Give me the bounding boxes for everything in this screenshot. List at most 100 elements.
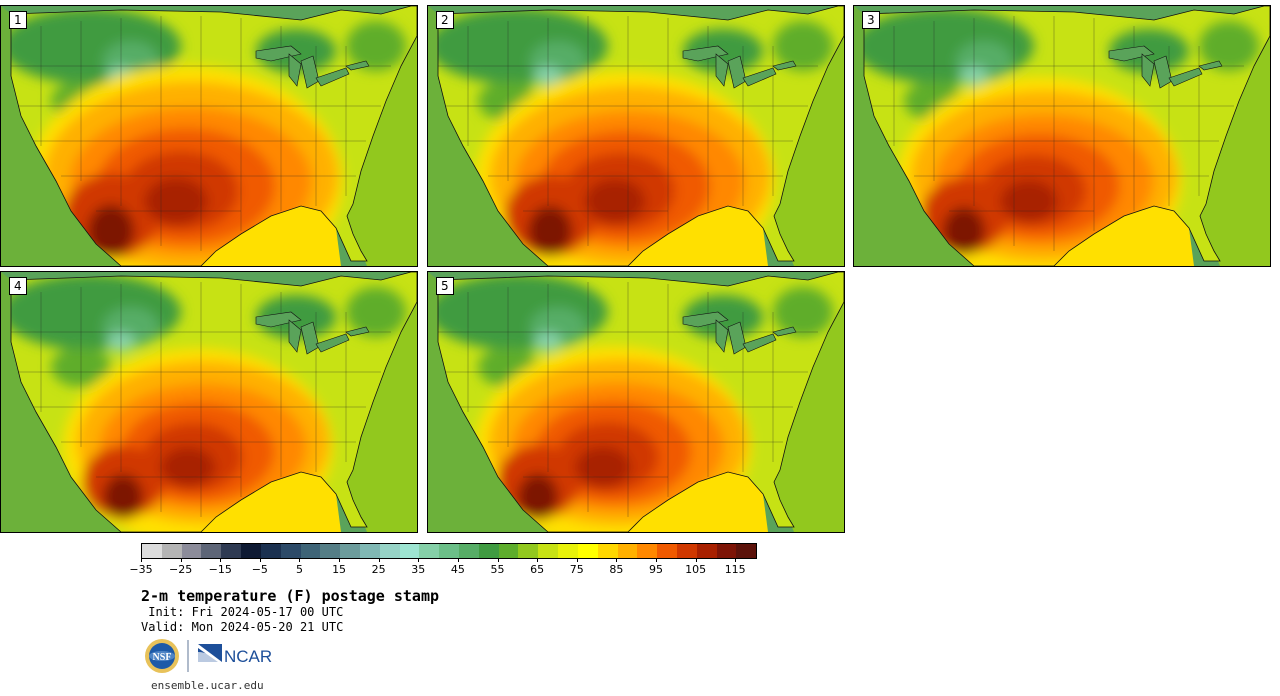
colorbar-swatch bbox=[558, 544, 578, 558]
colorbar-ticks: −35 −25 −15 −5 5 15 25 35 45 55 65 75 85 95 105 115 bbox=[129, 558, 757, 578]
colorbar-swatch bbox=[142, 544, 162, 558]
colorbar-tick-label: 65 bbox=[530, 563, 545, 576]
gulf-of-mexico bbox=[201, 206, 341, 266]
temperature-colorbar bbox=[141, 543, 757, 559]
init-time: Init: Fri 2024-05-17 00 UTC bbox=[141, 605, 344, 619]
colorbar-swatch bbox=[201, 544, 222, 558]
colorbar-tick bbox=[457, 558, 459, 562]
temperature-map bbox=[428, 6, 844, 266]
great-lake bbox=[288, 53, 302, 87]
great-lake bbox=[1168, 67, 1203, 87]
gulf-of-mexico bbox=[628, 206, 768, 266]
colorbar-tick bbox=[220, 558, 222, 562]
postage-stamp-map-3: 3 bbox=[853, 5, 1271, 267]
member-label: 3 bbox=[862, 11, 880, 29]
colorbar-swatch bbox=[181, 544, 202, 558]
great-lake bbox=[1108, 45, 1155, 62]
colorbar-swatch bbox=[676, 544, 697, 558]
colorbar-tick bbox=[339, 558, 341, 562]
postage-stamp-map-4: 4 bbox=[0, 271, 418, 533]
colorbar-swatch bbox=[597, 544, 618, 558]
great-lake bbox=[715, 53, 729, 87]
temperature-map bbox=[1, 6, 417, 266]
colorbar-swatch bbox=[320, 544, 341, 558]
atlantic-ocean bbox=[774, 36, 844, 266]
colorbar-tick-label: −35 bbox=[129, 563, 153, 576]
temperature-map bbox=[1, 272, 417, 532]
colorbar-tick bbox=[537, 558, 539, 562]
great-lake bbox=[772, 60, 797, 71]
great-lake bbox=[315, 67, 350, 87]
product-title: 2-m temperature (F) postage stamp bbox=[141, 587, 440, 605]
colorbar-swatch bbox=[736, 544, 757, 558]
site-url: ensemble.ucar.edu bbox=[151, 679, 264, 692]
gulf-of-mexico bbox=[1054, 206, 1194, 266]
colorbar-tick bbox=[695, 558, 697, 562]
coastline bbox=[10, 6, 417, 266]
colorbar-tick-label: −15 bbox=[208, 563, 232, 576]
colorbar-tick bbox=[299, 558, 301, 562]
colorbar-swatch bbox=[518, 544, 539, 558]
great-lake bbox=[255, 45, 302, 62]
colorbar-tick-label: 45 bbox=[450, 563, 465, 576]
colorbar-tick-label: 25 bbox=[371, 563, 386, 576]
colorbar-swatch bbox=[696, 544, 717, 558]
colorbar-swatch bbox=[300, 544, 321, 558]
great-lake bbox=[345, 60, 370, 71]
atlantic-ocean bbox=[1200, 36, 1270, 266]
colorbar-swatch bbox=[577, 544, 598, 558]
colorbar-swatch bbox=[657, 544, 677, 558]
colorbar-tick bbox=[655, 558, 657, 562]
colorbar-tick bbox=[418, 558, 420, 562]
colorbar-tick-label: −5 bbox=[251, 563, 268, 576]
pacific-ocean bbox=[428, 6, 548, 266]
ncar-logo-icon: NCAR bbox=[198, 644, 272, 666]
colorbar-tick-label: 105 bbox=[685, 563, 707, 576]
colorbar-swatch bbox=[716, 544, 737, 558]
great-lake bbox=[715, 319, 729, 353]
coastline bbox=[437, 272, 844, 532]
pacific-ocean bbox=[854, 6, 974, 266]
colorbar-tick-label: −25 bbox=[169, 563, 193, 576]
colorbar-swatch bbox=[280, 544, 301, 558]
great-lake bbox=[742, 333, 777, 353]
valid-time: Valid: Mon 2024-05-20 21 UTC bbox=[141, 620, 344, 634]
great-lake bbox=[682, 45, 729, 62]
colorbar-swatch bbox=[538, 544, 559, 558]
coastline bbox=[10, 272, 417, 532]
colorbar-swatch bbox=[399, 544, 420, 558]
colorbar-swatch bbox=[359, 544, 380, 558]
atlantic-ocean bbox=[347, 302, 417, 532]
colorbar-tick bbox=[259, 558, 261, 562]
colorbar-tick-label: 35 bbox=[411, 563, 426, 576]
postage-stamp-map-5: 5 bbox=[427, 271, 845, 533]
colorbar-swatch bbox=[419, 544, 440, 558]
colorbar-tick-label: 55 bbox=[490, 563, 505, 576]
great-lake bbox=[288, 319, 302, 353]
colorbar-swatch bbox=[161, 544, 182, 558]
pacific-ocean bbox=[428, 272, 548, 532]
atlantic-ocean bbox=[774, 302, 844, 532]
colorbar-tick bbox=[735, 558, 737, 562]
logos: NSF NCAR bbox=[144, 638, 284, 676]
great-lake bbox=[1198, 60, 1223, 71]
colorbar-swatch bbox=[221, 544, 242, 558]
great-lake bbox=[1141, 53, 1155, 87]
temperature-map bbox=[428, 272, 844, 532]
colorbar-swatch bbox=[439, 544, 459, 558]
nsf-logo-text: NSF bbox=[153, 652, 172, 663]
coastline bbox=[863, 6, 1270, 266]
colorbar-tick bbox=[378, 558, 380, 562]
colorbar-swatch bbox=[241, 544, 261, 558]
colorbar-tick bbox=[180, 558, 182, 562]
atlantic-ocean bbox=[347, 36, 417, 266]
colorbar-tick bbox=[576, 558, 578, 562]
land-field bbox=[11, 6, 417, 266]
land-field bbox=[438, 272, 844, 532]
colorbar-tick-label: 115 bbox=[724, 563, 746, 576]
gulf-of-mexico bbox=[201, 472, 341, 532]
colorbar-tick bbox=[616, 558, 618, 562]
coastline bbox=[437, 6, 844, 266]
colorbar-tick bbox=[497, 558, 499, 562]
colorbar-tick-label: 85 bbox=[609, 563, 624, 576]
